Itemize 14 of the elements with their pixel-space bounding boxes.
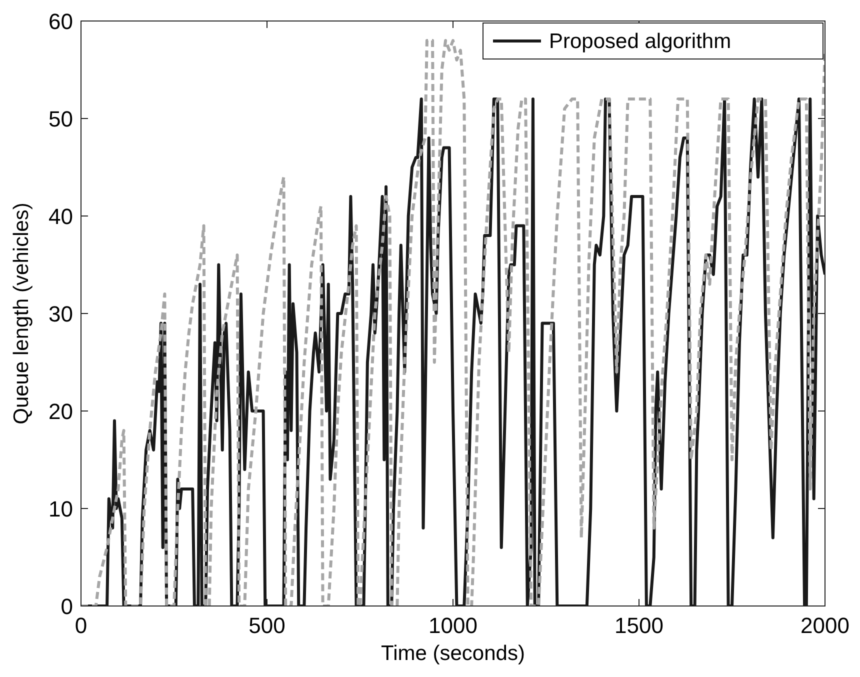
x-tick-label: 500 — [248, 613, 286, 638]
y-tick-label: 30 — [48, 302, 73, 326]
y-tick-label: 0 — [60, 594, 73, 619]
x-tick-label: 2000 — [800, 613, 850, 638]
x-axis-title: Time (seconds) — [381, 642, 525, 665]
legend-label: Proposed algorithm — [549, 30, 732, 53]
y-tick-label: 60 — [48, 9, 73, 34]
y-axis-title: Queue length (vehicles) — [10, 202, 33, 424]
y-tick-label: 40 — [48, 204, 73, 229]
x-tick-label: 1000 — [428, 613, 478, 638]
x-tick-label: 1500 — [614, 613, 664, 638]
y-tick-label: 10 — [48, 496, 73, 522]
y-tick-label: 50 — [48, 106, 73, 132]
y-tick-label: 20 — [48, 399, 73, 424]
